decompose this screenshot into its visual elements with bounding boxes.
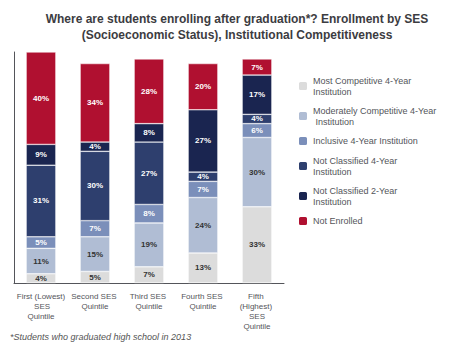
svg-text:4%: 4% <box>89 142 101 151</box>
svg-text:Institution: Institution <box>313 167 352 177</box>
svg-text:30%: 30% <box>249 168 265 177</box>
svg-text:24%: 24% <box>195 221 211 230</box>
svg-text:6%: 6% <box>251 126 263 135</box>
svg-text:40%: 40% <box>33 94 49 103</box>
svg-text:Quintile: Quintile <box>135 302 163 311</box>
svg-text:7%: 7% <box>251 63 263 72</box>
svg-text:Third SES: Third SES <box>130 292 169 301</box>
svg-text:20%: 20% <box>195 82 211 91</box>
svg-text:Fourth SES: Fourth SES <box>181 292 225 301</box>
svg-text:(Socioeconomic Status), Instit: (Socioeconomic Status), Institutional Co… <box>82 28 393 42</box>
svg-text:Where are students enrolling a: Where are students enrolling after gradu… <box>46 12 429 26</box>
svg-text:(Highest): (Highest) <box>240 302 275 311</box>
svg-text:31%: 31% <box>33 196 49 205</box>
svg-text:30%: 30% <box>87 181 103 190</box>
svg-text:Not Classified 4-Year: Not Classified 4-Year <box>313 156 400 166</box>
svg-text:28%: 28% <box>141 87 157 96</box>
svg-text:Institution: Institution <box>313 117 354 127</box>
svg-text:First (Lowest): First (Lowest) <box>17 292 66 301</box>
svg-text:11%: 11% <box>33 257 49 266</box>
svg-text:13%: 13% <box>195 263 211 272</box>
svg-text:Quintile: Quintile <box>189 302 217 311</box>
svg-text:27%: 27% <box>141 169 157 178</box>
svg-text:19%: 19% <box>141 240 157 249</box>
svg-text:SES: SES <box>249 312 265 321</box>
svg-text:*Students who graduated high s: *Students who graduated high school in 2… <box>10 332 191 342</box>
svg-text:Not Classified 2-Year: Not Classified 2-Year <box>313 186 400 196</box>
svg-text:Most Competitive 4-Year: Most Competitive 4-Year <box>313 76 414 86</box>
svg-text:Institution: Institution <box>313 87 352 97</box>
svg-text:Not Enrolled: Not Enrolled <box>313 216 363 226</box>
svg-text:Inclusive 4-Year Institution: Inclusive 4-Year Institution <box>313 136 418 146</box>
svg-text:4%: 4% <box>35 274 47 283</box>
svg-text:Second SES: Second SES <box>71 292 119 301</box>
svg-text:5%: 5% <box>89 273 101 282</box>
svg-text:Quintile: Quintile <box>243 322 271 331</box>
svg-text:8%: 8% <box>143 128 155 137</box>
svg-text:5%: 5% <box>35 238 47 247</box>
svg-text:4%: 4% <box>197 172 209 181</box>
svg-text:9%: 9% <box>35 150 47 159</box>
svg-text:Moderately Competitive 4-Year: Moderately Competitive 4-Year <box>313 106 436 116</box>
svg-text:7%: 7% <box>197 185 209 194</box>
svg-text:27%: 27% <box>195 136 211 145</box>
svg-text:7%: 7% <box>143 270 155 279</box>
svg-text:Fifth: Fifth <box>248 292 266 301</box>
svg-text:SES: SES <box>32 302 50 311</box>
svg-text:7%: 7% <box>89 224 101 233</box>
svg-text:Quintile: Quintile <box>27 312 55 321</box>
svg-text:Institution: Institution <box>313 197 352 207</box>
svg-text:15%: 15% <box>87 250 103 259</box>
svg-text:33%: 33% <box>249 240 265 249</box>
svg-text:4%: 4% <box>251 114 263 123</box>
svg-text:17%: 17% <box>249 90 265 99</box>
svg-text:Quintile: Quintile <box>81 302 109 311</box>
svg-text:34%: 34% <box>87 98 103 107</box>
svg-text:8%: 8% <box>143 209 155 218</box>
